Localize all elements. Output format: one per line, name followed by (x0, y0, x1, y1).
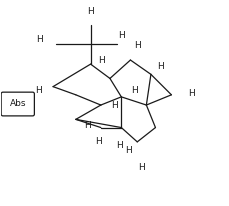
Text: Abs: Abs (10, 98, 26, 108)
FancyBboxPatch shape (1, 92, 34, 116)
Text: H: H (111, 101, 118, 110)
Text: H: H (99, 56, 105, 64)
Text: H: H (36, 35, 43, 44)
Text: H: H (87, 7, 94, 16)
Text: H: H (139, 163, 145, 172)
Text: H: H (116, 142, 123, 150)
Text: H: H (188, 89, 195, 98)
Text: H: H (157, 62, 164, 71)
Text: H: H (125, 146, 131, 154)
Text: H: H (35, 86, 42, 95)
Text: H: H (132, 86, 138, 95)
Text: H: H (84, 121, 90, 130)
Text: H: H (134, 41, 141, 50)
Text: H: H (118, 31, 125, 40)
Text: H: H (95, 137, 102, 146)
